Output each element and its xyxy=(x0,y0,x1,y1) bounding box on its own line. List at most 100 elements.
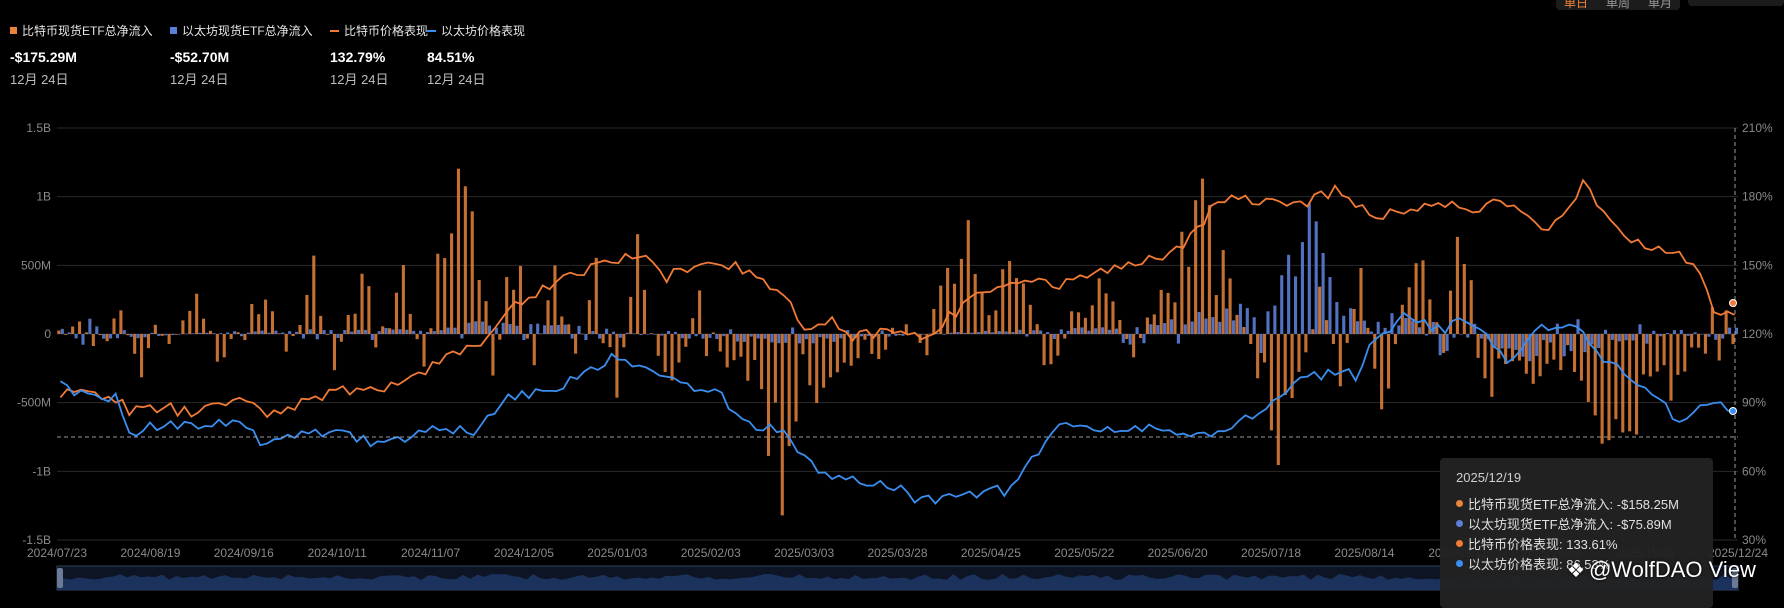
time-range-button[interactable] xyxy=(1688,0,1784,6)
bar xyxy=(884,334,888,350)
bar xyxy=(1049,334,1053,365)
bar xyxy=(446,327,450,334)
bar xyxy=(663,334,667,373)
bar xyxy=(622,334,626,348)
bar xyxy=(1228,278,1232,334)
bar xyxy=(766,334,771,456)
bar xyxy=(1107,329,1112,334)
bar xyxy=(1266,311,1270,334)
bar xyxy=(401,265,405,334)
bar xyxy=(1483,334,1487,379)
bar xyxy=(1355,321,1360,334)
bar xyxy=(956,332,960,334)
legend-item[interactable]: 以太坊价格表现 84.51% 12月 24日 xyxy=(427,22,525,88)
legend-label: 比特币价格表现 xyxy=(330,22,428,39)
bar xyxy=(997,331,1001,334)
bar xyxy=(150,332,154,334)
bar xyxy=(660,334,664,336)
y-right-tick-label: 30% xyxy=(1742,533,1766,547)
bar xyxy=(1376,321,1380,334)
bar xyxy=(353,313,357,334)
legend-label: 比特币现货ETF总净流入 xyxy=(10,22,153,39)
bar xyxy=(1025,334,1029,337)
bar xyxy=(1383,327,1387,334)
bar xyxy=(787,334,791,447)
bar xyxy=(215,334,219,362)
bar xyxy=(160,334,164,336)
bar xyxy=(1331,334,1335,344)
period-selector[interactable]: 单日 单周 单月 xyxy=(1555,0,1680,10)
bar xyxy=(1304,334,1308,353)
bar xyxy=(1490,334,1494,397)
bar xyxy=(367,286,371,334)
bar xyxy=(704,334,709,357)
bar xyxy=(1311,329,1315,334)
period-option[interactable]: 单周 xyxy=(1605,0,1630,10)
bar xyxy=(1690,334,1694,348)
bar xyxy=(904,324,908,334)
top-controls: 单日 单周 单月 xyxy=(1555,0,1784,10)
bar xyxy=(453,327,457,334)
bar xyxy=(1559,334,1563,371)
bar xyxy=(894,334,898,336)
binance-logo-icon: ❖ xyxy=(1567,559,1585,582)
bar xyxy=(1617,334,1621,342)
bar xyxy=(584,334,588,340)
zoom-handle-right xyxy=(1732,568,1738,588)
legend-item[interactable]: 比特币现货ETF总净流入 -$175.29M 12月 24日 xyxy=(10,22,153,88)
bar xyxy=(1132,334,1136,358)
bar xyxy=(1242,327,1246,334)
bar xyxy=(229,334,233,339)
bar xyxy=(1438,334,1442,356)
bar xyxy=(1552,334,1556,360)
legend-item[interactable]: 以太坊现货ETF总净流入 -$52.70M 12月 24日 xyxy=(170,22,313,88)
bar xyxy=(60,328,64,334)
bar xyxy=(1693,332,1697,334)
bar xyxy=(1593,334,1597,416)
bar xyxy=(1287,254,1291,334)
bar xyxy=(243,334,247,341)
bar xyxy=(315,334,319,340)
bar xyxy=(773,334,777,403)
bar xyxy=(574,334,578,354)
bar xyxy=(1469,280,1473,334)
bar xyxy=(715,334,719,340)
bar xyxy=(1373,334,1377,369)
bar xyxy=(629,296,633,334)
bar xyxy=(1724,310,1728,334)
bar xyxy=(677,334,681,363)
bar xyxy=(935,333,939,334)
bar xyxy=(601,334,605,344)
series-dot-icon xyxy=(1456,499,1463,507)
period-option[interactable]: 单日 xyxy=(1563,0,1588,10)
bar xyxy=(853,334,857,339)
watermark: ❖ @WolfDAO View xyxy=(1567,557,1756,583)
bar xyxy=(1531,334,1535,384)
bar xyxy=(115,334,120,339)
bar xyxy=(109,334,113,339)
bar xyxy=(260,330,264,334)
bar xyxy=(119,310,123,334)
y-left-tick-label: 1B xyxy=(36,190,51,204)
bar xyxy=(518,265,523,334)
bar xyxy=(594,257,598,334)
bar xyxy=(1245,308,1249,334)
bar xyxy=(560,316,564,334)
bar xyxy=(1318,286,1322,334)
bar xyxy=(78,321,82,334)
period-option[interactable]: 单月 xyxy=(1647,0,1672,10)
bar xyxy=(994,310,998,334)
bar xyxy=(1645,334,1649,344)
bar xyxy=(1524,334,1528,374)
x-tick-label: 2024/11/07 xyxy=(401,546,460,560)
legend-label: 以太坊现货ETF总净流入 xyxy=(170,22,313,39)
bar xyxy=(394,292,399,334)
bar xyxy=(846,330,850,334)
bar xyxy=(1094,328,1098,334)
bar xyxy=(250,303,254,334)
legend-item[interactable]: 比特币价格表现 132.79% 12月 24日 xyxy=(330,22,428,88)
bar xyxy=(887,334,891,337)
bar xyxy=(274,330,278,334)
bar xyxy=(1204,318,1208,334)
bar xyxy=(1066,330,1070,334)
